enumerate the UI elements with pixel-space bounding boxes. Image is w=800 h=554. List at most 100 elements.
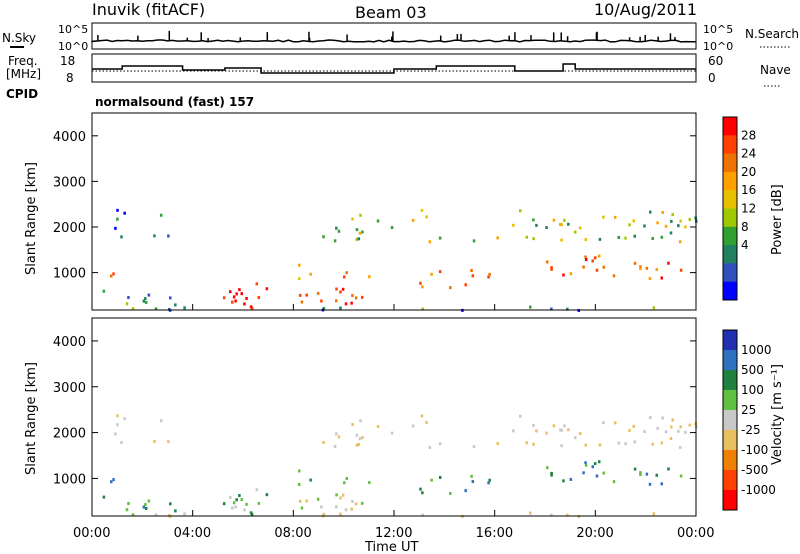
x-tick-label: 12:00 bbox=[375, 526, 412, 541]
velocity-cell bbox=[257, 501, 261, 505]
power-cell bbox=[255, 282, 259, 286]
velocity-colorbar: 1000 500 100 25 -25 -100 -500 -1000 bbox=[722, 329, 776, 511]
colorbar-tick-label: 4 bbox=[741, 238, 749, 252]
x-tick-label: 20:00 bbox=[576, 526, 613, 541]
power-cell bbox=[345, 271, 348, 275]
power-cell bbox=[159, 213, 163, 217]
velocity-cell bbox=[131, 513, 135, 517]
colorbar-swatch bbox=[723, 281, 737, 301]
colorbar-swatch bbox=[723, 208, 737, 228]
power-cell bbox=[168, 307, 171, 311]
velocity-cell bbox=[249, 511, 253, 515]
power-ylabel: Slant Range [km] bbox=[24, 162, 39, 275]
power-cell bbox=[464, 283, 467, 287]
velocity-cell bbox=[167, 440, 170, 444]
power-cell bbox=[358, 231, 362, 235]
colorbar-tick-label: 28 bbox=[741, 128, 756, 142]
power-cell bbox=[167, 234, 170, 238]
power-cell bbox=[333, 239, 337, 243]
power-cell bbox=[428, 240, 432, 244]
colorbar-tick-label: -1000 bbox=[741, 483, 776, 497]
velocity-cell bbox=[578, 431, 582, 435]
colorbar-swatch bbox=[723, 490, 737, 511]
power-cell bbox=[582, 265, 585, 269]
velocity-cell bbox=[297, 482, 301, 486]
power-cell bbox=[664, 224, 668, 228]
velocity-cell bbox=[602, 471, 606, 475]
nsky-tick-top: 10^5 bbox=[58, 23, 88, 36]
velocity-cell bbox=[651, 442, 654, 446]
velocity-panel-frame bbox=[91, 317, 697, 517]
velocity-cell bbox=[343, 481, 346, 485]
velocity-cell bbox=[438, 475, 442, 479]
power-cell bbox=[545, 226, 548, 230]
velocity-cell bbox=[144, 503, 147, 507]
power-colorbar-label: Power [dB] bbox=[770, 184, 785, 255]
nave-tick-bottom: 0 bbox=[708, 71, 716, 85]
velocity-cell bbox=[183, 512, 186, 516]
power-cell bbox=[617, 235, 621, 239]
freq-tick-bottom: 8 bbox=[66, 71, 74, 85]
power-cell bbox=[368, 275, 371, 279]
power-cell bbox=[584, 258, 588, 262]
velocity-cell bbox=[613, 421, 617, 425]
power-cell bbox=[632, 219, 635, 223]
power-cell bbox=[598, 237, 602, 241]
power-cell bbox=[550, 307, 553, 311]
power-cell bbox=[425, 215, 428, 219]
velocity-cell bbox=[566, 513, 569, 517]
colorbar-swatch bbox=[723, 135, 737, 155]
power-cell bbox=[602, 215, 605, 219]
power-cell bbox=[661, 210, 664, 214]
power-cell bbox=[430, 272, 433, 276]
velocity-cell bbox=[420, 414, 424, 418]
velocity-cell bbox=[316, 497, 320, 501]
velocity-cell bbox=[425, 420, 428, 424]
colorbar-swatch bbox=[723, 470, 737, 491]
velocity-y-ticks: 1000 2000 3000 4000 bbox=[53, 335, 696, 487]
colorbar-swatch bbox=[723, 190, 737, 209]
freq-trace bbox=[92, 63, 696, 74]
velocity-cell bbox=[664, 430, 668, 434]
velocity-cell bbox=[559, 428, 562, 432]
velocity-cell bbox=[344, 508, 348, 512]
velocity-cell bbox=[464, 489, 467, 493]
velocity-cell bbox=[550, 471, 553, 475]
velocity-cell bbox=[487, 481, 490, 485]
velocity-cell bbox=[341, 493, 345, 497]
power-cell bbox=[102, 289, 106, 293]
cpid-value: normalsound (fast) 157 bbox=[95, 95, 254, 109]
velocity-cell bbox=[235, 498, 238, 502]
velocity-colorbar-label: Velocity [m s⁻¹] bbox=[770, 364, 785, 465]
power-cell bbox=[633, 234, 636, 238]
velocity-cell bbox=[114, 432, 117, 436]
velocity-cell bbox=[142, 505, 146, 509]
velocity-cell bbox=[624, 442, 627, 446]
power-cell bbox=[678, 240, 682, 244]
power-cell bbox=[584, 238, 587, 242]
velocity-cell bbox=[669, 437, 673, 441]
power-cell bbox=[376, 219, 380, 223]
velocity-cell bbox=[633, 467, 637, 471]
power-cell bbox=[169, 296, 172, 300]
power-cell bbox=[116, 208, 119, 212]
colorbar-swatch bbox=[723, 263, 737, 283]
velocity-cell bbox=[679, 474, 683, 478]
power-cell bbox=[628, 223, 631, 227]
velocity-cell bbox=[597, 460, 601, 464]
power-cell bbox=[144, 297, 147, 301]
power-cell bbox=[593, 256, 597, 260]
power-cell bbox=[569, 272, 573, 276]
power-cell bbox=[669, 231, 673, 235]
power-cell bbox=[633, 261, 637, 265]
power-cell bbox=[667, 261, 670, 265]
velocity-cell bbox=[573, 436, 577, 440]
power-cell bbox=[120, 235, 123, 239]
y-tick-label: 1000 bbox=[53, 472, 86, 487]
velocity-cell bbox=[584, 443, 587, 447]
nsky-trace bbox=[91, 30, 696, 43]
colorbar-tick-label: 12 bbox=[741, 202, 756, 216]
velocity-cell bbox=[390, 431, 394, 435]
velocity-cell bbox=[376, 425, 380, 429]
